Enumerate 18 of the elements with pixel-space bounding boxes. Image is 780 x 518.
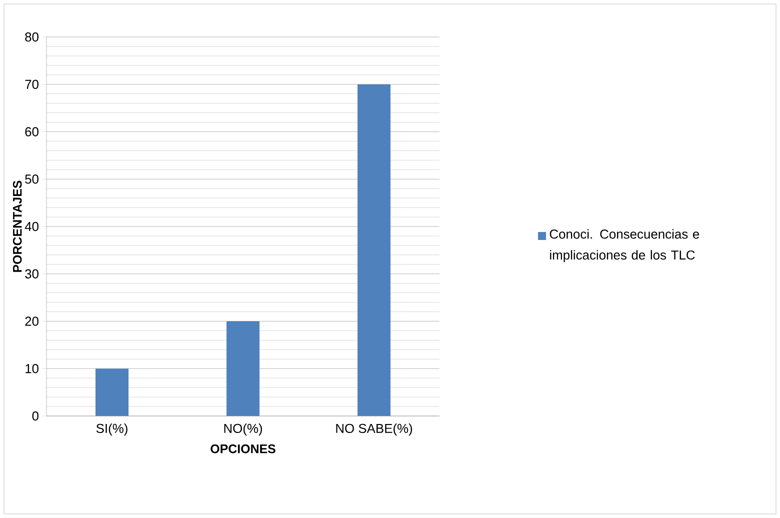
y-tick-label: 60 — [25, 127, 38, 136]
y-tick-label: 20 — [25, 316, 38, 326]
y-axis-title: PORCENTAJES — [12, 180, 22, 272]
x-axis-title: OPCIONES — [210, 444, 276, 454]
y-tick-label: 10 — [26, 364, 38, 374]
x-tick-label: SI(%) — [96, 424, 128, 436]
x-tick-label: NO SABE(%) — [336, 424, 412, 436]
bar — [96, 368, 129, 416]
y-tick-label: 0 — [32, 411, 38, 421]
x-tick-label: NO(%) — [224, 424, 262, 436]
y-tick-label: 40 — [24, 222, 38, 232]
y-tick-label: 50 — [25, 174, 38, 184]
y-tick-label: 80 — [25, 32, 38, 42]
y-tick-label: 70 — [25, 80, 38, 89]
y-tick-label: 30 — [25, 269, 38, 278]
legend-label: Conoci. Consecuencias e implicaciones de los TLC — [550, 229, 700, 262]
bar — [358, 84, 391, 416]
bar — [226, 321, 260, 416]
